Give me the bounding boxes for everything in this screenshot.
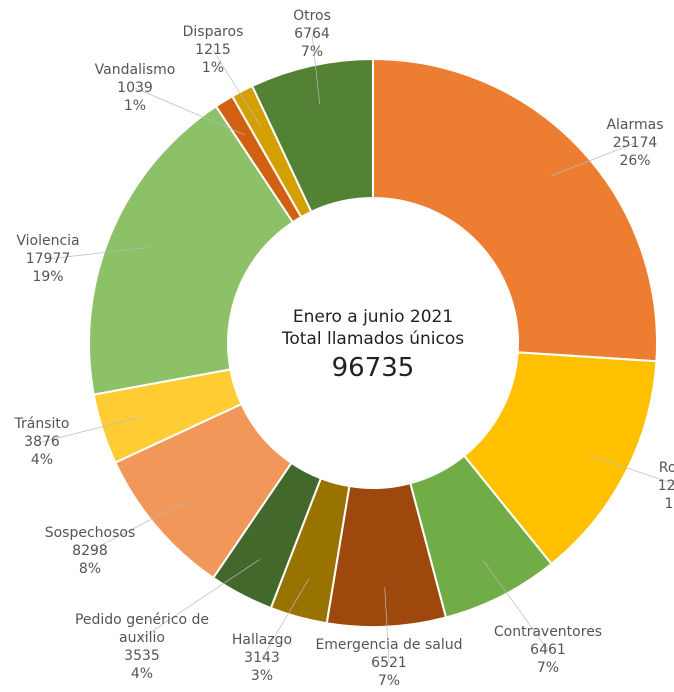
- slice-label: Alarmas 25174 26%: [590, 116, 674, 170]
- label-value: 6461: [530, 642, 566, 658]
- label-percent: 8%: [78, 561, 102, 577]
- label-percent: 1%: [201, 60, 225, 76]
- label-name: Alarmas: [606, 117, 664, 133]
- label-value: 12732: [657, 478, 674, 494]
- center-total: 96735: [331, 353, 415, 383]
- label-name: Disparos: [182, 24, 244, 40]
- label-percent: 7%: [377, 673, 401, 689]
- leader-line: [261, 578, 310, 659]
- label-name: Tránsito: [14, 416, 70, 432]
- label-name: Sospechosos: [44, 525, 136, 541]
- leader-line: [141, 559, 260, 639]
- leader-line: [311, 33, 321, 105]
- label-value: 6521: [371, 655, 407, 671]
- label-name: Emergencia de salud: [315, 637, 463, 653]
- label-percent: 7%: [300, 44, 324, 60]
- label-percent: 4%: [30, 452, 54, 468]
- leader-line: [384, 587, 390, 664]
- leader-line: [41, 416, 141, 443]
- label-value: 25174: [612, 135, 658, 151]
- label-name: Robos: [658, 460, 674, 476]
- label-value: 1215: [195, 42, 231, 58]
- label-value: 17977: [25, 251, 71, 267]
- label-value: 1039: [117, 80, 153, 96]
- slice-label: Pedido genérico de auxilio 3535 4%: [62, 611, 222, 683]
- label-percent: 13%: [664, 496, 674, 512]
- label-name: Vandalismo: [94, 62, 176, 78]
- slice-label: Tránsito 3876 4%: [0, 415, 92, 469]
- leader-line: [212, 49, 261, 127]
- label-percent: 7%: [536, 660, 560, 676]
- label-value: 3876: [24, 434, 60, 450]
- label-percent: 26%: [619, 153, 651, 169]
- label-value: 3535: [124, 648, 160, 664]
- label-value: 6764: [294, 26, 330, 42]
- donut-slice: [372, 57, 658, 363]
- leader-line: [89, 500, 187, 552]
- slice-label: Vandalismo 1039 1%: [75, 61, 195, 115]
- leader-line: [590, 455, 674, 485]
- center-line: Total llamados únicos: [281, 329, 465, 349]
- leader-line: [483, 560, 549, 651]
- label-name: Contraventores: [493, 624, 603, 640]
- slice-label: Violencia 17977 19%: [0, 232, 98, 286]
- slice-label: Otros 6764 7%: [262, 7, 362, 61]
- donut-slice: [250, 57, 374, 214]
- label-value: 3143: [244, 650, 280, 666]
- slice-label: Robos 12732 13%: [640, 459, 674, 513]
- slice-label: Hallazgo 3143 3%: [222, 631, 302, 685]
- label-name: Pedido genérico de auxilio: [74, 612, 210, 646]
- label-name: Hallazgo: [231, 632, 293, 648]
- label-percent: 19%: [32, 269, 64, 285]
- slice-label: Contraventores 6461 7%: [478, 623, 618, 677]
- leader-line: [551, 142, 636, 177]
- slice-label: Emergencia de salud 6521 7%: [304, 636, 474, 690]
- leader-line: [134, 87, 245, 136]
- donut-slice: [88, 104, 295, 396]
- label-percent: 4%: [130, 666, 154, 682]
- label-value: 8298: [72, 543, 108, 559]
- center-line: Enero a junio 2021: [292, 307, 454, 327]
- label-name: Otros: [293, 8, 331, 24]
- label-percent: 3%: [250, 668, 274, 684]
- slice-label: Disparos 1215 1%: [163, 23, 263, 77]
- slice-label: Sospechosos 8298 8%: [30, 524, 150, 578]
- donut-slice: [462, 351, 658, 566]
- leader-line: [47, 247, 148, 260]
- label-name: Violencia: [16, 233, 80, 249]
- label-percent: 1%: [123, 98, 147, 114]
